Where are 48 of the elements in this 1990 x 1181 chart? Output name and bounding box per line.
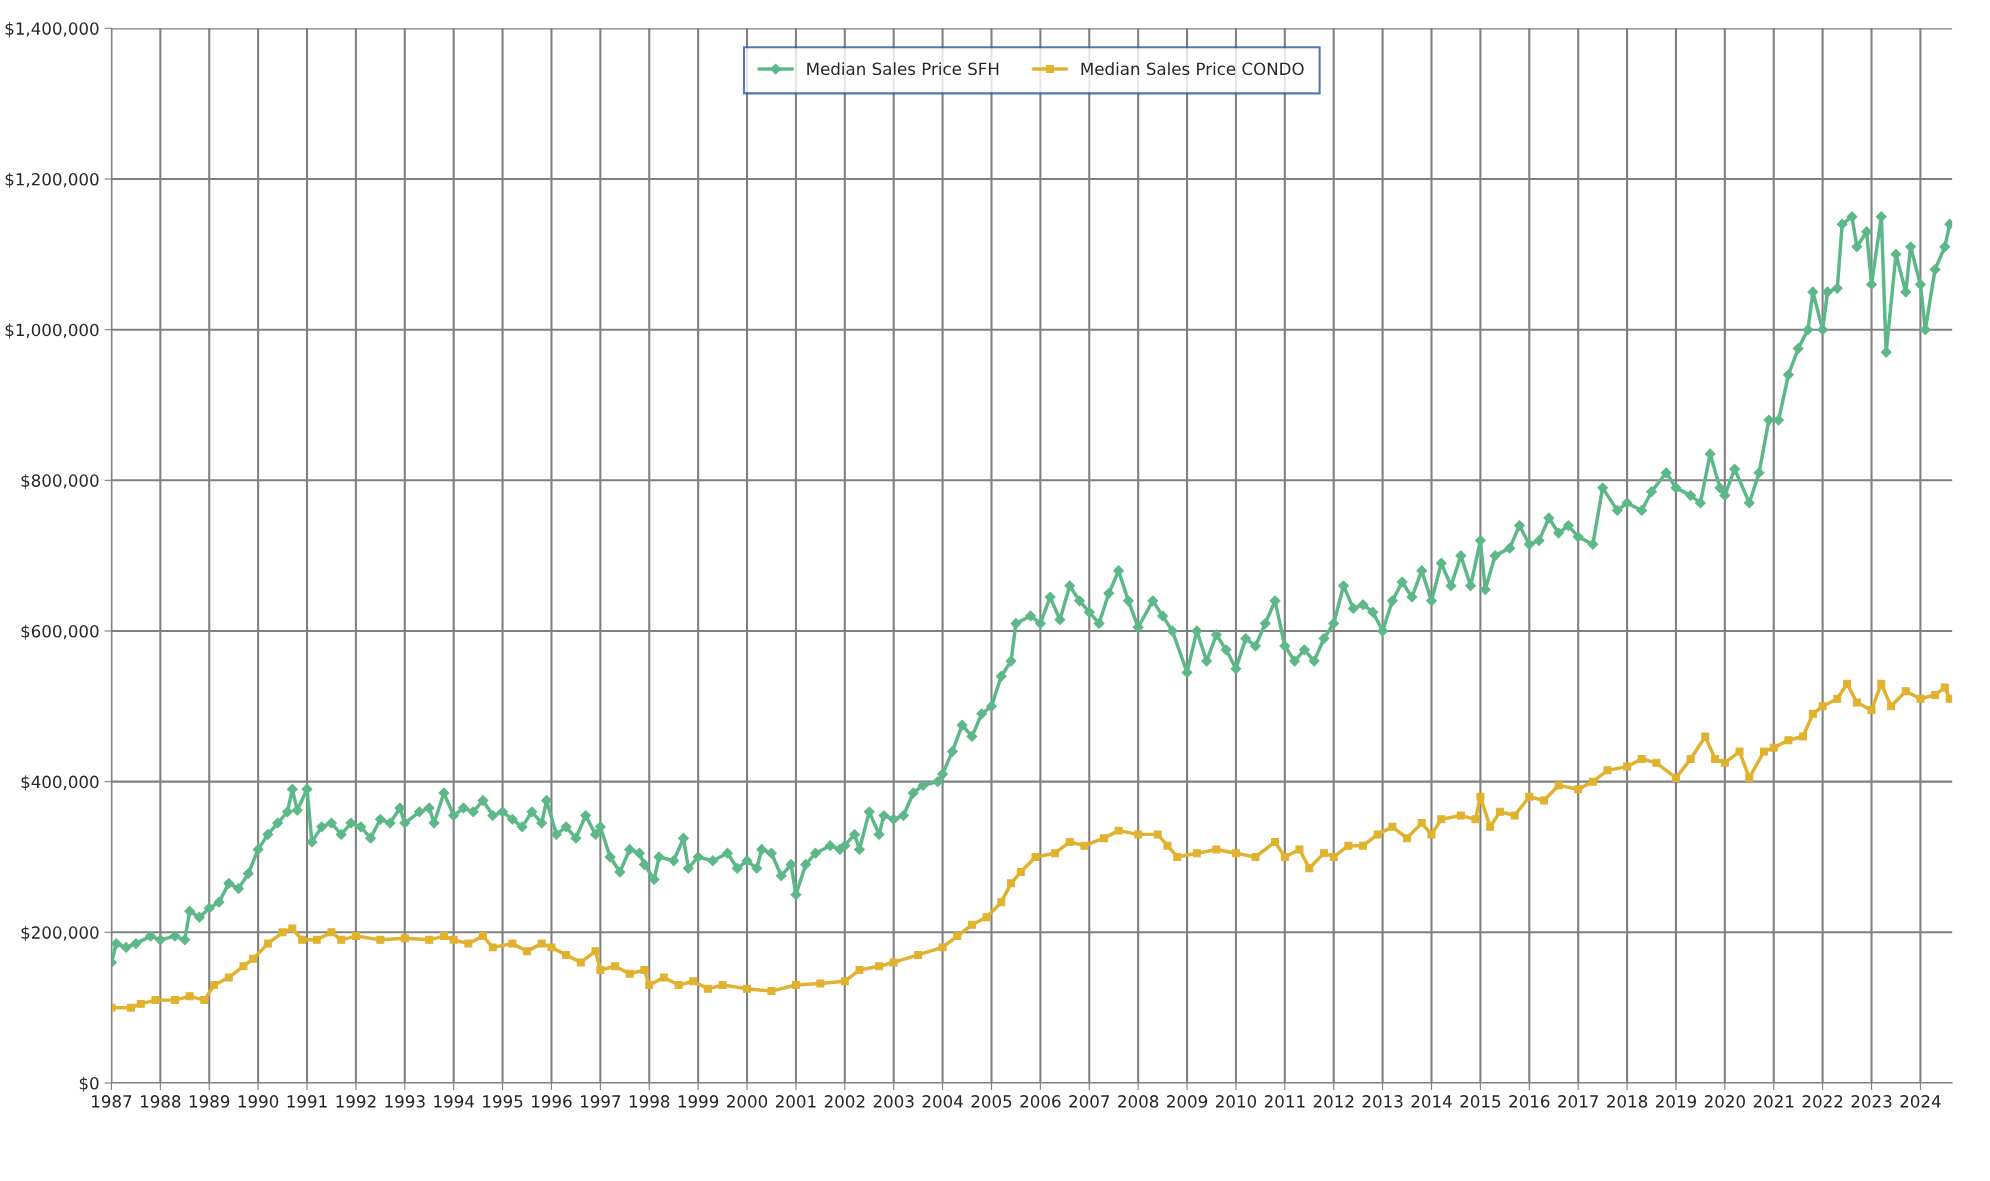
x-tick-label: 2020 [1704, 1095, 1745, 1108]
x-tick-label: 2005 [971, 1095, 1012, 1108]
x-tick-label: 2021 [1753, 1095, 1794, 1108]
x-tick-label: 2011 [1264, 1095, 1305, 1108]
x-tick-label: 2007 [1069, 1095, 1110, 1108]
y-tick-label: $1,000,000 [5, 323, 99, 339]
y-tick-label: $200,000 [21, 925, 99, 942]
x-tick-label: 1992 [336, 1095, 376, 1108]
x-tick-label: 1990 [238, 1095, 279, 1108]
x-tick-label: 2012 [1313, 1095, 1354, 1108]
x-tick-label: 1996 [532, 1095, 572, 1108]
y-tick-label: $600,000 [21, 624, 99, 640]
x-tick-label: 1999 [678, 1095, 719, 1108]
x-tick-label: 2017 [1558, 1095, 1598, 1108]
x-tick-label: 1994 [434, 1095, 474, 1108]
x-tick-label: 1991 [287, 1095, 327, 1108]
x-tick-label: 2002 [824, 1095, 865, 1108]
x-tick-label: 2016 [1509, 1095, 1550, 1108]
x-tick-label: 1988 [140, 1095, 181, 1108]
x-tick-label: 2008 [1118, 1095, 1159, 1108]
x-tick-label: 2013 [1362, 1095, 1403, 1108]
x-tick-label: 1998 [629, 1095, 670, 1108]
x-tick-label: 2003 [873, 1095, 914, 1108]
x-tick-label: 2009 [1167, 1095, 1208, 1108]
x-tick-label: 2015 [1460, 1095, 1501, 1108]
y-tick-label: $1,200,000 [5, 172, 99, 188]
x-tick-label: 2014 [1411, 1095, 1452, 1108]
y-tick-label: $800,000 [21, 474, 99, 490]
x-tick-label: 1995 [483, 1095, 523, 1108]
x-tick-label: 2000 [727, 1095, 768, 1108]
x-tick-label: 2001 [775, 1095, 816, 1108]
x-tick-label: 1987 [92, 1095, 132, 1108]
x-tick-label: 2022 [1802, 1095, 1843, 1108]
x-tick-label: 1989 [189, 1095, 230, 1108]
x-tick-label: 2019 [1655, 1095, 1696, 1108]
x-tick-label: 2006 [1020, 1095, 1061, 1108]
y-tick-label: $400,000 [21, 775, 99, 791]
x-tick-label: 2004 [922, 1095, 963, 1108]
x-tick-label: 2010 [1215, 1095, 1257, 1108]
legend-label: Median Sales Price CONDO [1081, 62, 1304, 76]
x-tick-label: 1993 [385, 1095, 425, 1108]
y-tick-label: $1,400,000 [5, 22, 99, 38]
x-tick-label: 2024 [1900, 1095, 1941, 1108]
x-tick-label: 2023 [1851, 1095, 1892, 1108]
x-tick-label: 1997 [580, 1095, 621, 1108]
x-tick-label: 2018 [1607, 1095, 1648, 1108]
legend-label: Median Sales Price SFH [807, 62, 999, 76]
y-tick-label: $0 [79, 1076, 99, 1092]
